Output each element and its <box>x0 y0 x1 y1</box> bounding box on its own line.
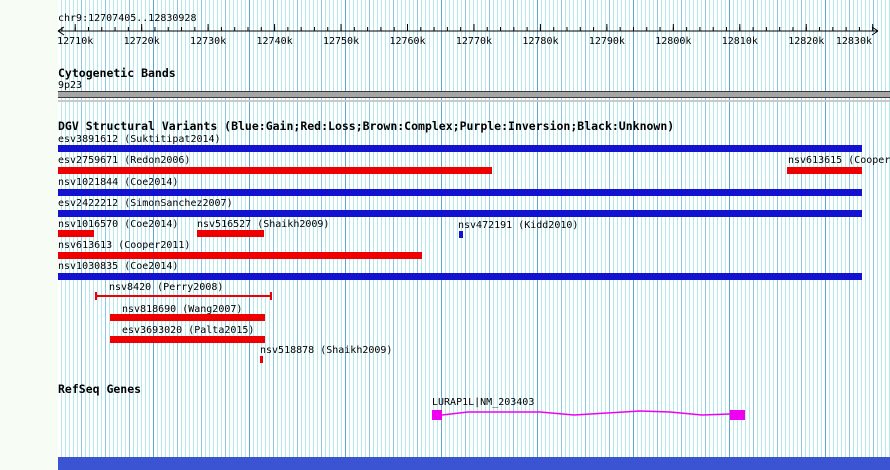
variant-label[interactable]: nsv1021844 (Coe2014) <box>58 177 179 188</box>
ruler-tick-label: 12760k <box>389 36 426 47</box>
gene-exon-box[interactable] <box>432 410 442 420</box>
ruler-tick-label: 12730k <box>190 36 227 47</box>
variant-label[interactable]: nsv472191 (Kidd2010) <box>458 220 579 231</box>
ruler-tick-label: 12710k <box>57 36 94 47</box>
variant-bar[interactable] <box>58 210 862 217</box>
variant-label[interactable]: nsv1030835 (Coe2014) <box>58 261 179 272</box>
ruler-tick-label: 12810k <box>721 36 758 47</box>
ruler-tick-label: 12780k <box>522 36 559 47</box>
section-title-dgv: DGV Structural Variants (Blue:Gain;Red:L… <box>58 119 675 133</box>
variant-label[interactable]: esv2422212 (SimonSanchez2007) <box>58 198 233 209</box>
cytoband-label: 9p23 <box>58 80 83 91</box>
variant-bar[interactable] <box>260 356 263 363</box>
bottom-scrollbar[interactable] <box>58 457 890 470</box>
variant-label[interactable]: nsv518878 (Shaikh2009) <box>260 345 393 356</box>
variant-bar[interactable] <box>459 231 463 238</box>
variant-bar[interactable] <box>787 167 862 174</box>
variant-label[interactable]: nsv516527 (Shaikh2009) <box>197 219 330 230</box>
variant-bar[interactable] <box>58 167 492 174</box>
variant-bar[interactable] <box>110 314 265 321</box>
ruler-tick-label: 12800k <box>655 36 692 47</box>
variant-label[interactable]: nsv1016570 (Coe2014) <box>58 219 179 230</box>
variant-bar[interactable] <box>58 145 862 152</box>
cytoband-bar <box>58 91 890 98</box>
variant-bar[interactable] <box>58 273 862 280</box>
variant-label[interactable]: esv2759671 (Redon2006) <box>58 155 191 166</box>
variant-bar[interactable] <box>58 230 94 237</box>
ruler-tick-label: 12820k <box>788 36 825 47</box>
ruler-tick-label: 12740k <box>256 36 293 47</box>
variant-label[interactable]: esv3891612 (Suktitipat2014) <box>58 134 221 145</box>
region-position-label: chr9:12707405..12830928 <box>58 13 197 24</box>
ruler-tick-label: 12770k <box>455 36 493 47</box>
ruler-tick-label: 12790k <box>588 36 625 47</box>
variant-bar[interactable] <box>110 336 265 343</box>
variant-bar[interactable] <box>58 189 862 196</box>
bracket-right-cap <box>270 292 272 300</box>
variant-bar[interactable] <box>58 252 422 259</box>
bracket-line <box>95 295 272 297</box>
gene-label[interactable]: LURAP1L|NM_203403 <box>432 397 535 408</box>
variant-bar[interactable] <box>197 230 264 237</box>
variant-bracket[interactable] <box>95 292 272 300</box>
variant-label[interactable]: nsv818690 (Wang2007) <box>122 304 243 315</box>
section-title-cytobands: Cytogenetic Bands <box>58 66 176 80</box>
chromosome-baseline <box>58 100 890 102</box>
ruler-tick-label: 12830k <box>835 36 872 47</box>
variant-label[interactable]: nsv613613 (Cooper2011) <box>58 240 191 251</box>
grid-background <box>58 0 890 470</box>
section-title-refseq: RefSeq Genes <box>58 382 142 396</box>
ruler-tick-label: 12720k <box>123 36 160 47</box>
variant-label[interactable]: esv3693020 (Palta2015) <box>122 325 255 336</box>
ruler-tick-label: 12750k <box>322 36 360 47</box>
gene-exon-box[interactable] <box>730 410 745 420</box>
variant-label[interactable]: nsv8420 (Perry2008) <box>109 282 224 293</box>
variant-label[interactable]: nsv613615 (Cooper2011) <box>788 155 890 166</box>
